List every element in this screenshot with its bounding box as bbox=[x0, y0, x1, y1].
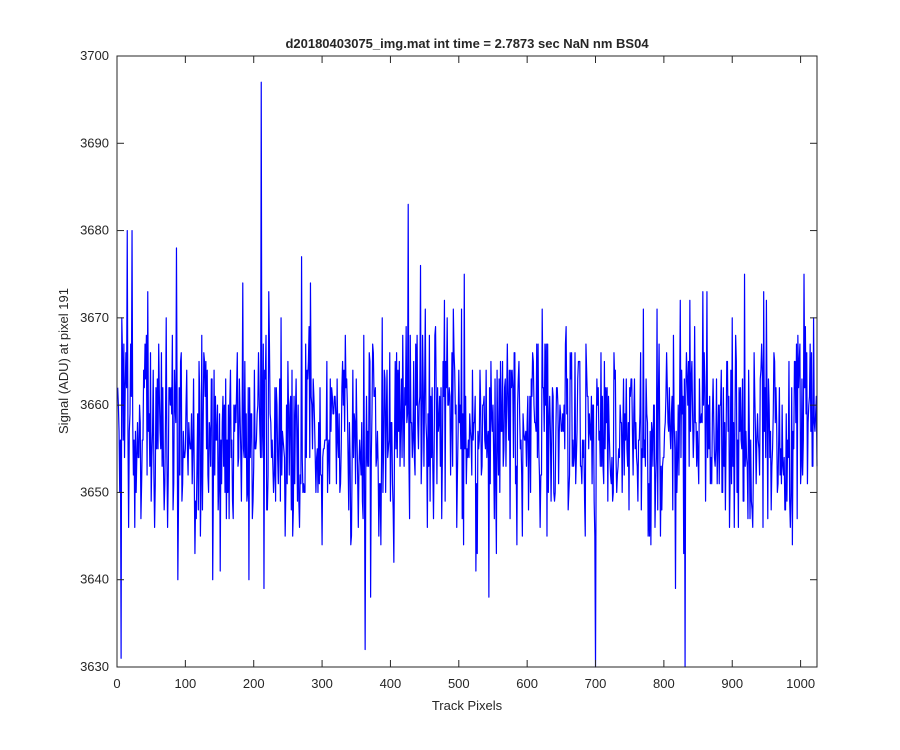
y-tick-label: 3690 bbox=[80, 135, 109, 150]
x-tick-label: 0 bbox=[113, 676, 120, 691]
y-tick-label: 3670 bbox=[80, 310, 109, 325]
x-tick-label: 900 bbox=[721, 676, 743, 691]
axes-box bbox=[116, 55, 818, 668]
x-tick-label: 500 bbox=[448, 676, 470, 691]
x-tick-label: 300 bbox=[311, 676, 333, 691]
x-tick-label: 700 bbox=[585, 676, 607, 691]
x-tick-label: 600 bbox=[516, 676, 538, 691]
y-axis-label: Signal (ADU) at pixel 191 bbox=[56, 288, 71, 434]
x-tick-label: 800 bbox=[653, 676, 675, 691]
x-tick-label: 200 bbox=[243, 676, 265, 691]
y-tick-label: 3700 bbox=[80, 48, 109, 63]
y-tick-label: 3630 bbox=[80, 659, 109, 674]
chart-title: d20180403075_img.mat int time = 2.7873 s… bbox=[285, 36, 649, 51]
y-tick-label: 3650 bbox=[80, 484, 109, 499]
x-tick-label: 400 bbox=[380, 676, 402, 691]
x-axis-label: Track Pixels bbox=[432, 698, 503, 713]
y-tick-label: 3640 bbox=[80, 572, 109, 587]
x-axis-ticks: 0 100 200 300 400 500 600 700 800 900 1000 bbox=[113, 56, 815, 691]
y-axis-ticks: 3630 3640 3650 3660 3670 3680 3690 3700 bbox=[80, 48, 817, 674]
signal-series-line bbox=[117, 81, 818, 668]
x-tick-label: 100 bbox=[175, 676, 197, 691]
y-tick-label: 3680 bbox=[80, 223, 109, 238]
y-tick-label: 3660 bbox=[80, 397, 109, 412]
series-layer bbox=[117, 81, 818, 668]
x-tick-label: 1000 bbox=[786, 676, 815, 691]
plot-area bbox=[117, 56, 817, 667]
